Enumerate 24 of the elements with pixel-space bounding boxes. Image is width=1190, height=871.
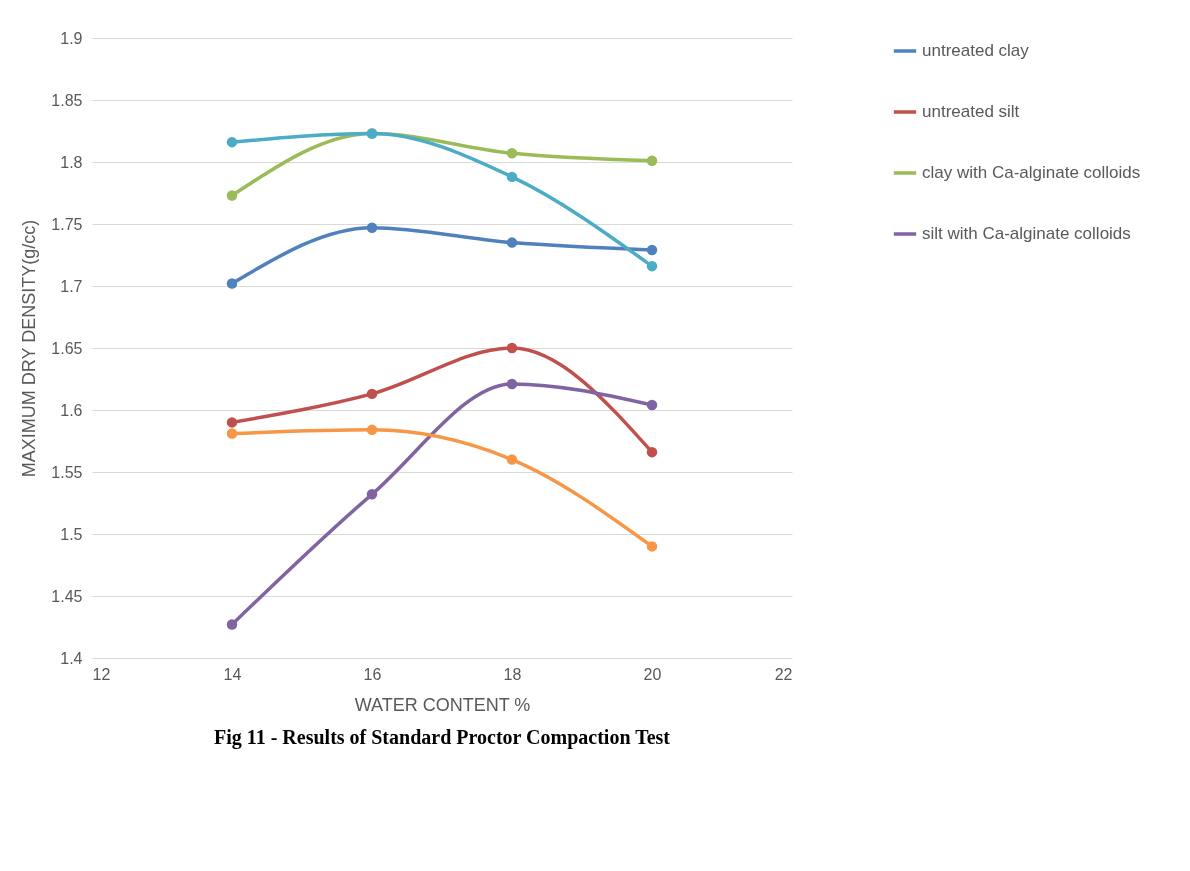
y-tick-label: 1.5 <box>60 525 83 543</box>
x-tick-label: 22 <box>774 665 793 683</box>
y-tick-label: 1.8 <box>60 153 83 171</box>
legend-label: untreated silt <box>922 102 1020 121</box>
x-tick-label: 14 <box>223 665 242 683</box>
y-tick-label: 1.75 <box>51 215 83 233</box>
x-axis-title: WATER CONTENT % <box>354 694 531 715</box>
y-tick-label: 1.55 <box>51 463 83 481</box>
y-tick-label: 1.9 <box>60 29 83 47</box>
x-tick-label: 18 <box>503 665 522 683</box>
legend-label: untreated clay <box>922 41 1030 60</box>
y-axis-title: MAXIMUM DRY DENSITY(g/cc) <box>19 219 40 478</box>
x-tick-label: 20 <box>643 665 662 683</box>
legend-label: silt with Ca-alginate colloids <box>922 224 1131 243</box>
y-tick-label: 1.45 <box>51 587 83 605</box>
y-tick-label: 1.6 <box>60 401 83 419</box>
y-tick-label: 1.7 <box>60 277 83 295</box>
y-tick-label: 1.85 <box>51 91 83 109</box>
y-tick-label: 1.65 <box>51 339 83 357</box>
caption: Fig 11 - Results of Standard Proctor Compaction Test <box>214 726 671 749</box>
legend-label: clay with Ca-alginate colloids <box>922 163 1141 182</box>
y-tick-label: 1.4 <box>60 649 83 667</box>
x-tick-label: 16 <box>363 665 382 683</box>
x-tick-label: 12 <box>92 665 111 683</box>
